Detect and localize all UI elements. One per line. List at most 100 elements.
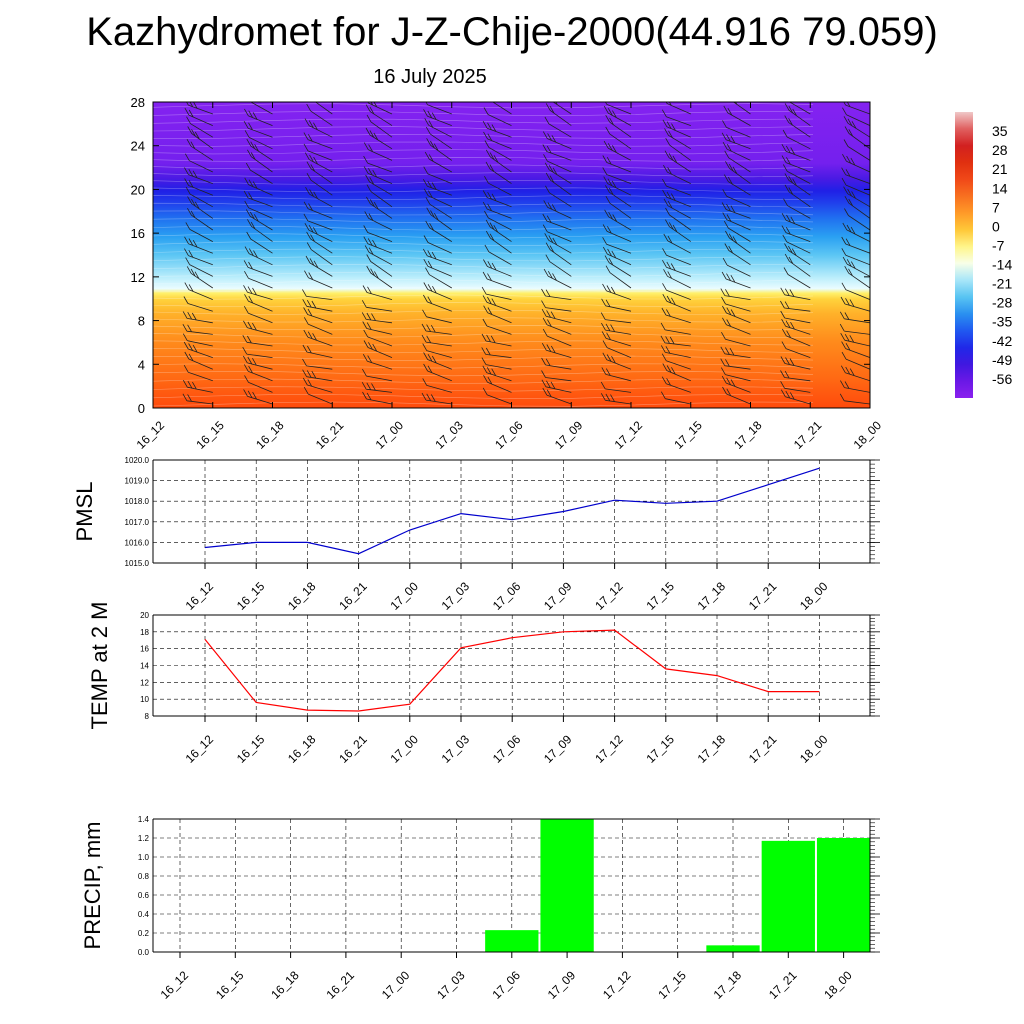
wind-barb — [840, 380, 870, 393]
wind-barb — [185, 186, 213, 208]
x-tick-label: 17_03 — [432, 418, 466, 452]
wind-barb — [304, 270, 333, 289]
wind-barb — [662, 189, 691, 208]
temperature-field — [153, 102, 870, 408]
wind-barb — [780, 370, 811, 382]
wind-barb — [661, 376, 691, 393]
wind-barb — [422, 248, 452, 266]
wind-barb — [724, 150, 751, 173]
wind-barb — [362, 368, 393, 382]
wind-barb — [545, 172, 572, 196]
wind-barb — [483, 305, 512, 324]
wind-barb — [423, 352, 452, 370]
y-axis-title: PRECIP, mm — [80, 822, 105, 950]
contour-line — [153, 332, 813, 338]
wind-barb — [841, 167, 870, 184]
wind-barb — [552, 102, 572, 115]
colorbar-label: -35 — [992, 314, 1012, 330]
wind-barb — [244, 130, 273, 150]
wind-barb — [541, 357, 572, 370]
contour-line — [153, 118, 814, 124]
wind-barb — [844, 208, 870, 231]
wind-barb — [482, 271, 512, 289]
temperature-panel: 8 10 12 14 16 18 20 16_12 16_15 16_18 16_21 17_00 17… — [87, 602, 880, 766]
wind-barb — [245, 209, 273, 231]
x-tick-label: 16_21 — [336, 732, 370, 766]
wind-barb — [788, 102, 811, 115]
wind-barb — [542, 144, 572, 161]
wind-barb — [243, 320, 273, 335]
y-tick-label: 16 — [131, 226, 145, 241]
wind-barb — [306, 161, 333, 184]
wind-barb — [661, 109, 691, 126]
contour-line — [153, 164, 814, 170]
wind-barb — [421, 323, 452, 335]
wind-barb — [367, 102, 393, 115]
contour-line — [153, 325, 814, 331]
x-tick-label: 17_18 — [711, 968, 745, 1002]
contour-line — [153, 271, 814, 277]
x-tick-label: 17_00 — [387, 732, 421, 766]
wind-barb — [302, 344, 333, 358]
contour-line — [153, 264, 814, 270]
wind-barb — [153, 357, 154, 358]
precip-bar — [540, 819, 594, 952]
precip-bar — [761, 840, 815, 952]
wind-barb — [784, 173, 811, 196]
wind-barb — [839, 311, 870, 324]
wind-barb — [840, 296, 870, 312]
colorbar-label: 14 — [992, 180, 1008, 196]
wind-barb — [662, 119, 691, 138]
x-tick-label: 17_06 — [490, 579, 524, 613]
wind-barb — [783, 198, 811, 219]
wind-barb — [363, 225, 393, 242]
wind-barb — [243, 364, 273, 382]
wind-barb — [662, 248, 691, 266]
y-tick-label: 8 — [145, 712, 150, 721]
y-tick-label: 0.6 — [138, 891, 150, 900]
wind-barb — [423, 188, 452, 208]
wind-barb — [780, 381, 811, 393]
wind-barb — [600, 312, 632, 324]
wind-barb — [186, 139, 214, 161]
wind-barb — [543, 268, 572, 289]
y-axis-title: TEMP at 2 M — [87, 602, 112, 730]
y-tick-label: 28 — [131, 95, 145, 110]
contour-line — [153, 187, 814, 193]
colorbar-label: -14 — [992, 257, 1012, 273]
y-tick-label: 20 — [140, 611, 149, 620]
contour-line — [153, 202, 814, 208]
wind-barb — [184, 107, 213, 126]
wind-barbs — [153, 102, 870, 405]
x-tick-label: 16_12 — [183, 732, 217, 766]
x-tick-label: 17_21 — [746, 732, 780, 766]
wind-barb — [602, 224, 632, 242]
y-tick-label: 1017.0 — [125, 518, 150, 527]
contour-line — [153, 386, 814, 392]
wind-barb — [363, 340, 393, 358]
wind-barb — [485, 219, 512, 242]
colorbar-label: -56 — [992, 371, 1012, 387]
x-tick-label: 17_00 — [373, 418, 407, 452]
wind-barb — [602, 283, 632, 300]
wind-barb — [541, 370, 572, 382]
wind-barb — [243, 260, 273, 277]
x-tick-label: 17_06 — [489, 968, 523, 1002]
wind-barb — [665, 219, 692, 242]
wind-barb — [244, 375, 273, 393]
wind-barb — [602, 352, 632, 370]
wind-barb — [244, 108, 273, 126]
wind-barb — [242, 346, 273, 358]
wind-barb — [305, 187, 333, 208]
wind-barb — [601, 322, 632, 335]
wind-barb — [604, 102, 632, 115]
wind-barb — [184, 153, 213, 173]
wind-barb — [153, 136, 154, 138]
wind-barb — [721, 375, 751, 393]
wind-barb — [721, 132, 751, 150]
y-tick-label: 1.4 — [138, 815, 150, 824]
y-tick-label: 0 — [138, 401, 145, 416]
x-tick-label: 17_09 — [541, 579, 575, 613]
x-tick-label: 17_15 — [655, 968, 689, 1002]
